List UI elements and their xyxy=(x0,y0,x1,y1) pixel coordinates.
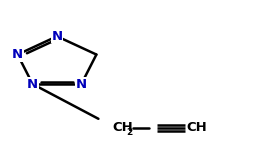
Text: CH: CH xyxy=(186,121,207,134)
Text: 2: 2 xyxy=(126,128,133,137)
Text: N: N xyxy=(27,78,38,91)
Text: N: N xyxy=(76,78,87,91)
Text: N: N xyxy=(12,48,23,61)
Text: CH: CH xyxy=(113,121,133,134)
Text: N: N xyxy=(52,30,62,43)
